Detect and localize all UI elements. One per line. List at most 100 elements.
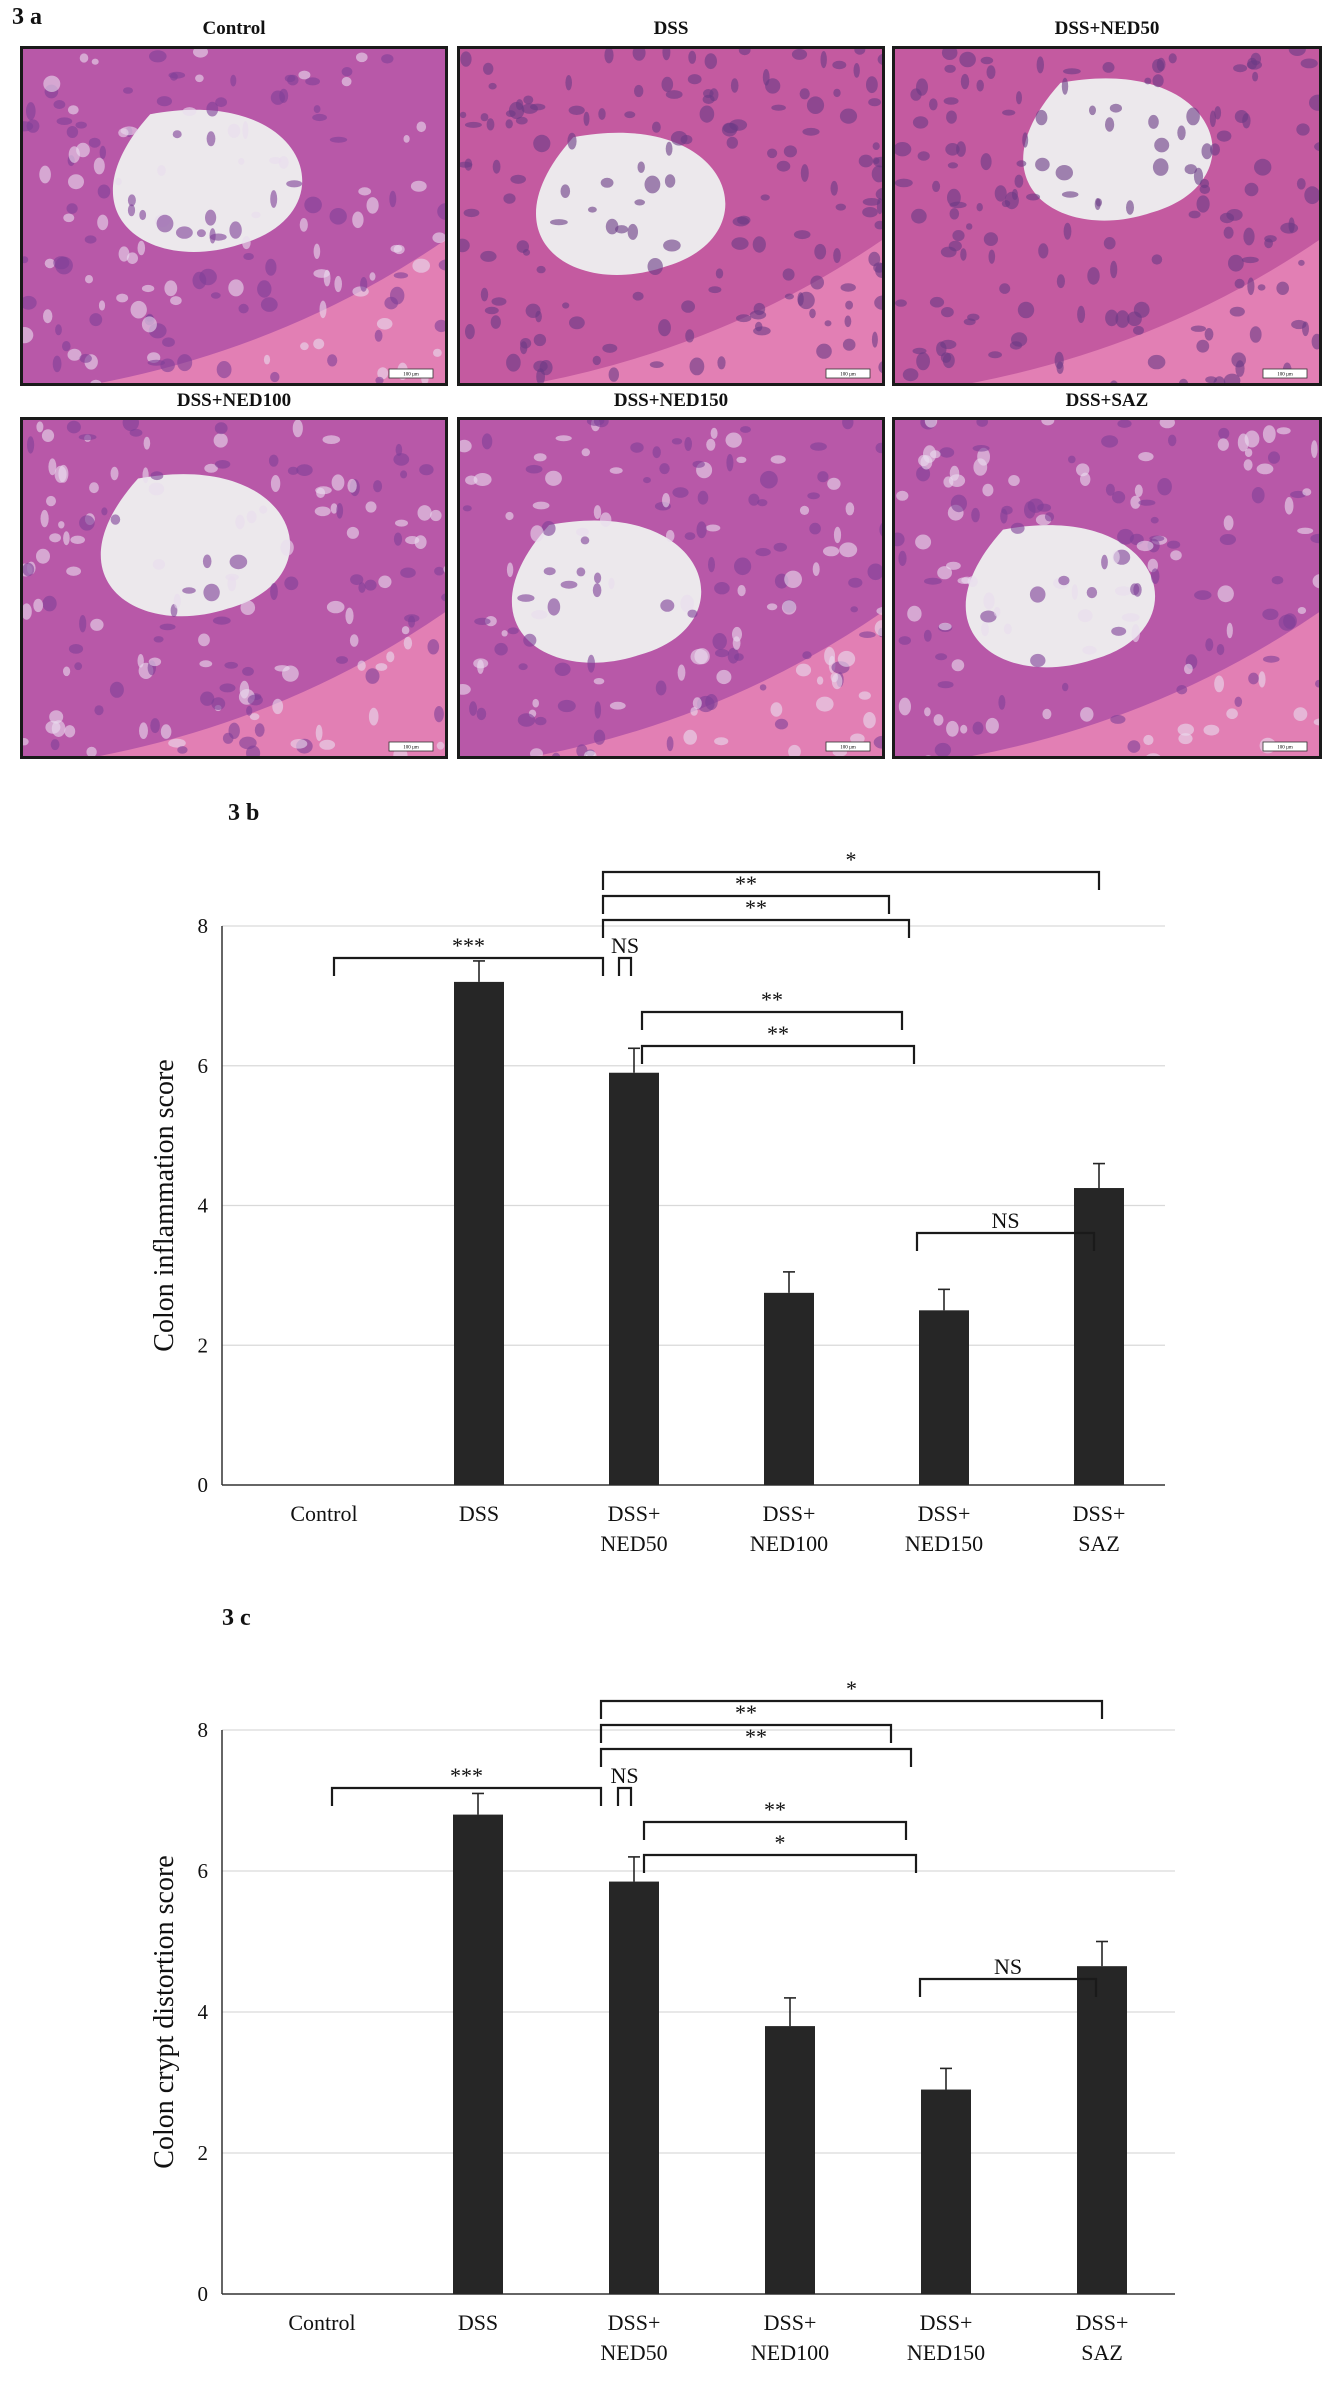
significance-bracket — [330, 1786, 603, 1806]
micrograph: 100 µm — [892, 46, 1322, 386]
scale-bar — [388, 368, 434, 379]
scale-bar-label: 100 µm — [840, 373, 856, 378]
x-tick-label: SAZ — [1081, 2340, 1123, 2365]
micrograph: 100 µm — [20, 46, 448, 386]
inflammation-score-chart: 0 2 4 6 8 Colon inflammation score Control DSS D… — [149, 847, 1165, 1556]
bar — [609, 1072, 659, 1485]
x-tick-label: NED100 — [751, 2340, 829, 2365]
x-tick-label: NED150 — [907, 2340, 985, 2365]
y-tick-label: 2 — [198, 2141, 209, 2165]
micrograph-title: DSS+NED100 — [176, 390, 292, 411]
tissue-image: 100 µm — [895, 49, 1319, 383]
significance-bracket — [642, 1853, 918, 1873]
y-tick-label: 4 — [198, 1194, 209, 1218]
tissue-image: 100 µm — [23, 49, 445, 383]
significance-label: ** — [767, 1021, 789, 1046]
bar — [1074, 1188, 1124, 1485]
x-tick-label: NED50 — [600, 1531, 667, 1556]
significance-bracket — [599, 1747, 913, 1767]
significance-bracket — [601, 870, 1101, 890]
scale-bar-label: 100 µm — [840, 746, 856, 751]
x-tick-label: NED100 — [750, 1531, 828, 1556]
x-tick-label: DSS+ — [764, 2310, 817, 2335]
micrograph: 100 µm — [892, 417, 1322, 759]
significance-bracket — [601, 918, 911, 938]
significance-label: *** — [452, 933, 485, 958]
scale-bar — [825, 741, 871, 752]
micrograph: 100 µm — [457, 417, 885, 759]
bar — [921, 2089, 971, 2294]
panel-label-c: 3 c — [222, 1605, 251, 1631]
significance-label: * — [846, 847, 857, 872]
panel-label-a: 3 a — [12, 4, 42, 30]
y-tick-label: 8 — [198, 914, 209, 938]
x-tick-label: SAZ — [1078, 1531, 1120, 1556]
significance-label: NS — [611, 933, 639, 958]
significance-bracket — [599, 1699, 1104, 1719]
significance-label: ** — [735, 1700, 757, 1725]
micrograph-title: DSS+NED50 — [1054, 18, 1160, 39]
x-tick-label: DSS+ — [1073, 1501, 1126, 1526]
significance-label: * — [846, 1676, 857, 1701]
x-tick-label: NED50 — [600, 2340, 667, 2365]
bar — [453, 1814, 503, 2294]
x-tick-label: DSS — [458, 2310, 498, 2335]
micrograph-title: DSS — [653, 18, 689, 39]
crypt-distortion-score-chart: 0 2 4 6 8 Colon crypt distortion score Control… — [149, 1676, 1175, 2365]
bar — [765, 2026, 815, 2294]
significance-label: NS — [994, 1954, 1022, 1979]
significance-bracket — [640, 1044, 916, 1064]
scale-bar — [825, 368, 871, 379]
significance-bracket — [640, 1010, 904, 1030]
micrograph-title: Control — [202, 18, 266, 39]
significance-label: ** — [745, 895, 767, 920]
tissue-image: 100 µm — [460, 420, 882, 756]
x-tick-label: DSS+ — [608, 2310, 661, 2335]
significance-bracket — [617, 956, 633, 976]
x-tick-label: DSS+ — [920, 2310, 973, 2335]
tissue-image: 100 µm — [23, 420, 445, 756]
x-tick-label: Control — [288, 2310, 355, 2335]
scale-bar-label: 100 µm — [403, 746, 419, 751]
bar — [454, 981, 504, 1485]
significance-label: NS — [610, 1763, 638, 1788]
micrograph-title: DSS+SAZ — [1065, 390, 1149, 411]
x-tick-label: DSS+ — [918, 1501, 971, 1526]
bar — [609, 1881, 659, 2294]
significance-bracket — [599, 1723, 893, 1743]
significance-label: NS — [991, 1208, 1019, 1233]
y-tick-label: 0 — [198, 1473, 209, 1497]
significance-bracket — [616, 1786, 633, 1806]
significance-bracket — [601, 894, 891, 914]
scale-bar — [1262, 741, 1308, 752]
significance-label: ** — [764, 1797, 786, 1822]
scale-bar-label: 100 µm — [1277, 373, 1293, 378]
scale-bar — [388, 741, 434, 752]
significance-label: ** — [735, 871, 757, 896]
y-tick-label: 2 — [198, 1333, 209, 1357]
y-axis-label: Colon crypt distortion score — [149, 1855, 180, 2168]
bar — [764, 1292, 814, 1485]
significance-bracket — [332, 956, 605, 976]
bar — [1077, 1966, 1127, 2294]
significance-bracket — [918, 1977, 1098, 1997]
significance-label: ** — [761, 987, 783, 1012]
x-tick-label: Control — [290, 1501, 357, 1526]
y-tick-label: 8 — [198, 1718, 209, 1742]
x-tick-label: DSS+ — [608, 1501, 661, 1526]
y-tick-label: 6 — [198, 1054, 209, 1078]
y-tick-label: 0 — [198, 2282, 209, 2306]
significance-bracket — [915, 1231, 1096, 1251]
significance-label: *** — [450, 1763, 483, 1788]
x-tick-label: DSS+ — [1076, 2310, 1129, 2335]
tissue-image: 100 µm — [460, 49, 882, 383]
y-axis-label: Colon inflammation score — [149, 1059, 180, 1351]
significance-label: ** — [745, 1724, 767, 1749]
y-tick-label: 6 — [198, 1859, 209, 1883]
tissue-image: 100 µm — [895, 420, 1319, 756]
micrograph: 100 µm — [20, 417, 448, 759]
x-tick-label: DSS+ — [763, 1501, 816, 1526]
x-tick-label: DSS — [459, 1501, 499, 1526]
panel-label-b: 3 b — [228, 800, 260, 826]
scale-bar-label: 100 µm — [1277, 746, 1293, 751]
